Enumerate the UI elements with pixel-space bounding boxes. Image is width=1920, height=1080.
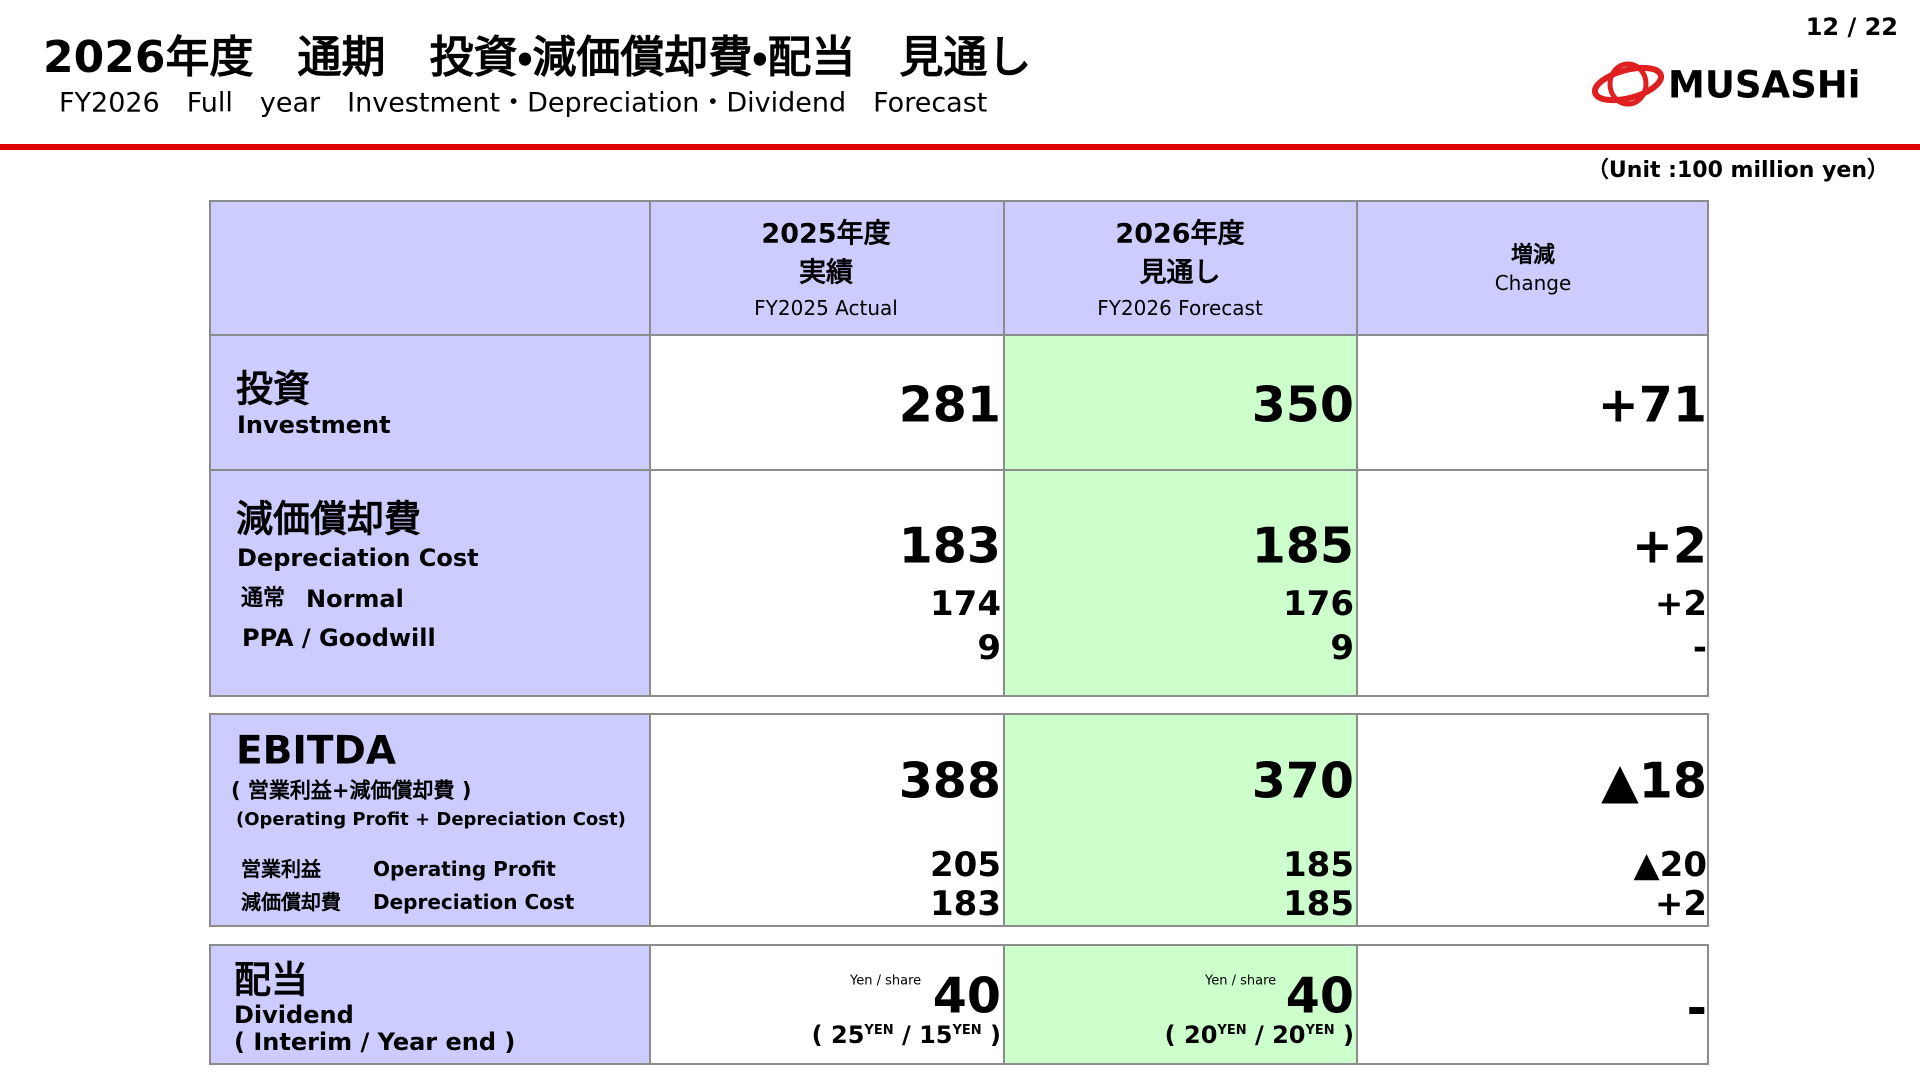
value: ▲20 xyxy=(1633,845,1707,885)
page-number: 12 / 22 xyxy=(1805,13,1898,41)
value: 40 xyxy=(932,967,1001,1025)
cell xyxy=(649,469,1005,697)
separator: / xyxy=(901,1021,911,1049)
row-label-en: Depreciation Cost xyxy=(237,544,479,572)
paren: ( xyxy=(811,1021,823,1049)
paren: ( xyxy=(1164,1021,1176,1049)
cell xyxy=(1003,469,1358,697)
interim: 25 xyxy=(831,1021,865,1049)
breakdown: ( 20YEN / 20YEN ) xyxy=(1165,1023,1354,1047)
value: 350 xyxy=(1251,376,1354,434)
breakdown: ( 25YEN / 15YEN ) xyxy=(812,1023,1001,1047)
value: 388 xyxy=(898,752,1001,810)
paren: ) xyxy=(1343,1021,1354,1049)
row-label: EBITDA xyxy=(236,728,397,774)
cell xyxy=(1003,944,1358,1065)
value: - xyxy=(1692,628,1707,668)
col-ja: 見通し xyxy=(1139,257,1221,289)
value: +2 xyxy=(1654,884,1707,924)
sub-label: 減価償却費 xyxy=(241,890,341,914)
value: +2 xyxy=(1654,584,1707,624)
yen: YEN xyxy=(1305,1023,1335,1038)
col-en: FY2025 Actual xyxy=(754,296,898,320)
value: 9 xyxy=(977,628,1001,668)
value: 174 xyxy=(930,584,1001,624)
row-label: 配当 xyxy=(234,958,308,1002)
title: 2026年度 通期 投資・減価償却費・配当 見通し xyxy=(43,32,1032,83)
cell xyxy=(209,944,651,1065)
sub-label-en: Depreciation Cost xyxy=(373,890,575,914)
unit-note: Yen / share xyxy=(1205,973,1277,989)
value: 40 xyxy=(1285,967,1354,1025)
logo: MUSASHi xyxy=(1668,63,1861,107)
value: 185 xyxy=(1251,517,1354,575)
row-label: 減価償却費 xyxy=(236,497,421,541)
value: +71 xyxy=(1597,376,1707,434)
paren: ) xyxy=(990,1021,1001,1049)
cell xyxy=(209,200,651,336)
col-ja: 増減 xyxy=(1510,243,1556,268)
value: 370 xyxy=(1251,752,1354,810)
cell xyxy=(209,469,651,697)
col-en: FY2026 Forecast xyxy=(1097,296,1263,320)
sub-label-en: PPA / Goodwill xyxy=(242,624,436,652)
col-year: 2025年度 xyxy=(761,218,891,250)
subtitle: FY2026 Full year Investment・Depreciation… xyxy=(59,87,988,119)
value: 183 xyxy=(898,517,1001,575)
cell xyxy=(209,713,651,927)
value: 205 xyxy=(930,845,1001,885)
cell xyxy=(1003,200,1358,336)
sub-label: 通常 xyxy=(241,586,286,611)
yen: YEN xyxy=(952,1023,982,1038)
sub-label-en: Operating Profit xyxy=(373,857,556,881)
cell xyxy=(1356,713,1709,927)
year-end: 15 xyxy=(919,1021,953,1049)
row-note: ( Interim / Year end ) xyxy=(234,1028,516,1056)
col-en: Change xyxy=(1494,271,1572,295)
row-label: 投資 xyxy=(236,367,310,411)
value: 185 xyxy=(1283,884,1354,924)
yen: YEN xyxy=(1217,1023,1247,1038)
value: 9 xyxy=(1330,628,1354,668)
value: 281 xyxy=(898,376,1001,434)
separator: / xyxy=(1254,1021,1264,1049)
yen: YEN xyxy=(864,1023,894,1038)
value: 176 xyxy=(1283,584,1354,624)
value: 183 xyxy=(930,884,1001,924)
row-note: ( 営業利益+減価償却費 ) xyxy=(231,778,472,803)
value: ▲18 xyxy=(1601,752,1707,810)
cell xyxy=(1356,200,1709,336)
cell xyxy=(1003,713,1358,927)
unit: （Unit :100 million yen） xyxy=(1586,158,1889,183)
year-end: 20 xyxy=(1272,1021,1306,1049)
row-label-en: Investment xyxy=(237,411,391,439)
interim: 20 xyxy=(1184,1021,1218,1049)
row-label-en: Dividend xyxy=(234,1001,354,1029)
cell xyxy=(1003,334,1358,471)
col-ja: 実績 xyxy=(799,257,853,289)
row-note-en: (Operating Profit + Depreciation Cost) xyxy=(236,809,626,830)
value: - xyxy=(1686,979,1707,1037)
cell xyxy=(1356,944,1709,1065)
cell xyxy=(1356,469,1709,697)
value: 185 xyxy=(1283,845,1354,885)
sub-label-en: Normal xyxy=(306,585,404,613)
col-year: 2026年度 xyxy=(1115,218,1245,250)
unit-note: Yen / share xyxy=(850,973,922,989)
sub-label: 営業利益 xyxy=(241,857,321,881)
divider xyxy=(0,144,1920,150)
logo-mark xyxy=(1591,61,1665,107)
value: +2 xyxy=(1631,517,1707,575)
